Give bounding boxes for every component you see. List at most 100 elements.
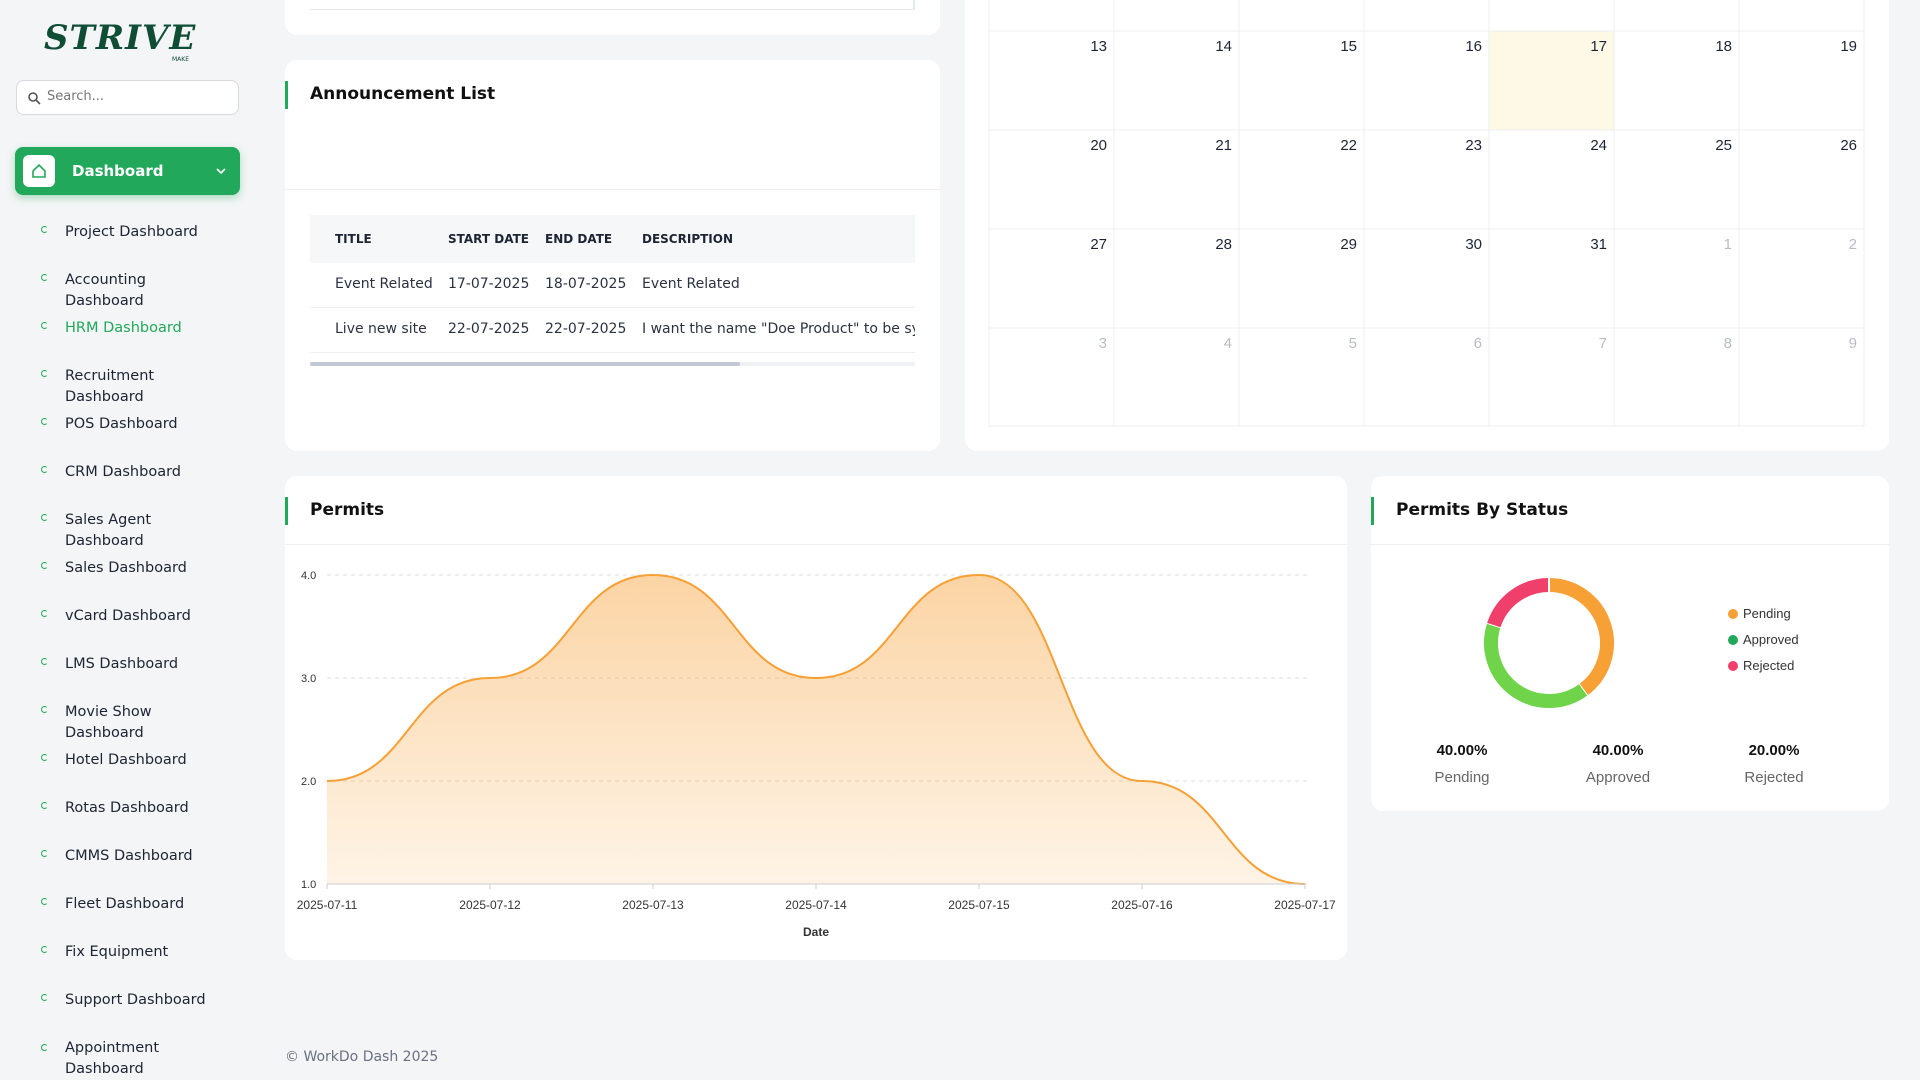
calendar-day: 8	[1724, 335, 1732, 352]
calendar-day: 2	[1849, 236, 1857, 253]
calendar-day: 28	[1215, 236, 1232, 253]
card-title: Permits	[310, 500, 385, 520]
nav-item[interactable]: Hotel Dashboard	[30, 741, 240, 781]
calendar-day: 24	[1590, 137, 1607, 154]
table-cell: I want the name "Doe Product" to be syno…	[642, 321, 915, 337]
nav-item[interactable]: LMS Dashboard	[30, 645, 240, 685]
row-divider	[310, 352, 915, 353]
nav-label: Fix Equipment	[65, 944, 169, 960]
logo: STRIVE	[44, 18, 197, 58]
nav-item[interactable]: Rotas Dashboard	[30, 789, 240, 829]
today-cell	[1489, 31, 1614, 130]
nav-item[interactable]: Sales Agent Dashboard	[30, 501, 240, 549]
calendar-day: 23	[1465, 137, 1482, 154]
calendar-card: 13 14 15 16 17 18 19 20 21 22 23 24 25 26 27 28 29 30 31 1 2…	[965, 0, 1889, 451]
nav-item[interactable]: Fleet Dashboard	[30, 885, 240, 925]
header-separator	[1371, 544, 1889, 545]
nav-label: Appointment Dashboard	[65, 1040, 160, 1077]
nav-item[interactable]: vCard Dashboard	[30, 597, 240, 637]
legend-swatch	[1728, 635, 1738, 645]
nav-item[interactable]: Sales Dashboard	[30, 549, 240, 589]
nav-item[interactable]: Fix Equipment	[30, 933, 240, 973]
y-tick-label: 3.0	[301, 673, 316, 685]
legend-label: Pending	[1743, 606, 1791, 621]
nav-label: vCard Dashboard	[65, 608, 191, 624]
scrollbar[interactable]	[310, 362, 915, 366]
permits-chart: 1.0 2.0 3.0 4.0 2025-07-11 2025-07-12 2025-07-…	[297, 570, 1336, 939]
nav-label: Sales Agent Dashboard	[65, 512, 152, 549]
header-accent	[285, 497, 288, 525]
nav-label: POS Dashboard	[65, 416, 178, 432]
calendar-day: 18	[1715, 38, 1732, 55]
legend-swatch	[1728, 609, 1738, 619]
donut-segment	[1487, 578, 1550, 628]
search-box[interactable]: Search...	[16, 80, 239, 115]
nav-bullet	[41, 802, 48, 809]
nav-item[interactable]: Support Dashboard	[30, 981, 240, 1021]
x-tick-label: 2025-07-11	[297, 898, 358, 912]
nav-item[interactable]: Movie Show Dashboard	[30, 693, 240, 741]
nav-bullet	[41, 226, 48, 233]
nav-item[interactable]: Appointment Dashboard	[30, 1029, 240, 1077]
footer: © WorkDo Dash 2025	[285, 1049, 439, 1065]
calendar-day: 27	[1090, 236, 1107, 253]
calendar-day: 1	[1724, 236, 1732, 253]
calendar-day: 9	[1849, 335, 1857, 352]
nav-active[interactable]: Dashboard	[15, 147, 240, 195]
status-card: Permits By Status Pending 40.00% Pending Ap…	[1371, 476, 1889, 811]
calendar-day: 13	[1090, 38, 1107, 55]
line	[326, 573, 1306, 885]
column-header: DESCRIPTION	[642, 232, 734, 246]
nav-item[interactable]: POS Dashboard	[30, 405, 240, 445]
x-tick-label: 2025-07-15	[948, 898, 1010, 912]
card-title: Announcement List	[310, 84, 496, 104]
header-separator	[285, 544, 1347, 545]
nav-item[interactable]: CMMS Dashboard	[30, 837, 240, 877]
calendar-day: 20	[1090, 137, 1107, 154]
nav-item[interactable]: Recruitment Dashboard	[30, 357, 240, 405]
table-cell: 17-07-2025	[448, 276, 530, 292]
x-axis-title: Date	[803, 925, 829, 939]
y-tick-label: 2.0	[301, 776, 316, 788]
nav-item[interactable]: Accounting Dashboard	[30, 261, 240, 309]
nav-bullet	[41, 514, 48, 521]
header-accent	[1371, 497, 1374, 525]
card-title: Permits By Status	[1396, 500, 1569, 520]
nav-label: Movie Show Dashboard	[65, 704, 152, 741]
nav-item[interactable]: CRM Dashboard	[30, 453, 240, 493]
calendar-day: 5	[1349, 335, 1357, 352]
top-card	[285, 0, 940, 35]
nav-bullet	[41, 610, 48, 617]
scroll-thumb[interactable]	[310, 362, 740, 366]
nav-item[interactable]: HRM Dashboard	[30, 309, 240, 349]
legend-label: Rejected	[1743, 658, 1794, 673]
row-divider	[310, 307, 915, 308]
search-placeholder: Search...	[47, 89, 105, 104]
calendar-day: 6	[1474, 335, 1482, 352]
header-separator	[285, 189, 940, 190]
announcement-table: TITLE START DATE END DATE DESCRIPTION Event …	[310, 215, 915, 365]
legend-swatch	[1728, 661, 1738, 671]
segment-gap	[1577, 682, 1589, 697]
nav-bullet	[41, 562, 48, 569]
chevron	[216, 168, 226, 175]
value-label: 40.00%	[1437, 742, 1488, 759]
status-label: Pending	[1434, 769, 1489, 786]
calendar-day: 14	[1215, 38, 1232, 55]
calendar-day: 31	[1590, 236, 1607, 253]
calendar-day: 4	[1224, 335, 1232, 352]
nav-item[interactable]: Project Dashboard	[30, 213, 240, 253]
nav-label: HRM Dashboard	[65, 320, 182, 336]
x-tick-label: 2025-07-13	[622, 898, 684, 912]
table-cell: Event Related	[642, 276, 740, 292]
nav-bullet	[41, 370, 48, 377]
nav-bullet	[41, 418, 48, 425]
nav-label: Sales Dashboard	[65, 560, 187, 576]
status-label: Approved	[1586, 769, 1650, 786]
table-cell: 18-07-2025	[545, 276, 627, 292]
nav-label: LMS Dashboard	[65, 656, 179, 672]
table-cell: Event Related	[335, 276, 433, 292]
nav-label: Hotel Dashboard	[65, 752, 187, 768]
calendar-day: 15	[1340, 38, 1357, 55]
column-header: END DATE	[545, 232, 613, 246]
